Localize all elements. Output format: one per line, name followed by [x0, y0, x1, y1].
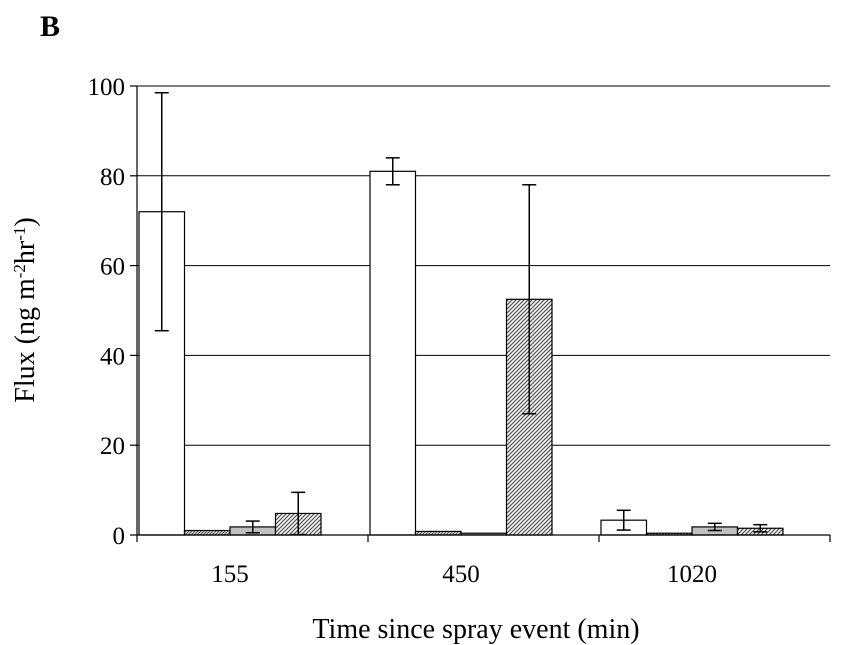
y-axis-title-end: ): [10, 217, 41, 226]
x-tick-label-450: 450: [442, 561, 480, 588]
bar-450-series-1: [369, 170, 417, 536]
y-axis-title-mid: hr: [10, 240, 41, 264]
x-tick-label-155: 155: [211, 561, 249, 588]
y-tick-label-40: 40: [100, 343, 125, 370]
error-bar-450-series-1: [385, 157, 400, 186]
error-bar-1020-series-3: [707, 522, 722, 532]
panel-label: B: [40, 10, 60, 43]
bars: [138, 170, 784, 536]
x-axis-ticks: 155 450 1020: [136, 535, 831, 588]
gridlines: [137, 85, 830, 446]
error-bar-155-series-3: [245, 520, 260, 534]
x-axis-title: Time since spray event (min): [312, 614, 639, 645]
y-axis-ticks: 0 20 40 60 80 100: [88, 74, 137, 550]
bar-155-series-2: [183, 529, 231, 536]
error-bar-1020-series-1: [616, 509, 631, 531]
x-tick-label-1020: 1020: [667, 561, 717, 588]
y-axis-title-sup1: -2: [10, 264, 29, 278]
error-bar-155-series-1: [154, 91, 169, 332]
y-tick-label-80: 80: [100, 164, 125, 191]
y-tick-label-100: 100: [88, 74, 126, 101]
y-axis-title-main: Flux (ng m: [10, 278, 41, 403]
y-axis-title-sup2: -1: [10, 227, 29, 241]
error-bar-1020-series-4: [753, 523, 768, 533]
axes: [136, 86, 830, 536]
y-tick-label-0: 0: [113, 523, 126, 550]
error-bar-450-series-4: [522, 184, 537, 415]
y-tick-label-20: 20: [100, 433, 125, 460]
y-axis-title: Flux (ng m-2hr-1): [10, 217, 42, 402]
error-bars: [154, 91, 768, 536]
y-tick-label-60: 60: [100, 254, 125, 281]
